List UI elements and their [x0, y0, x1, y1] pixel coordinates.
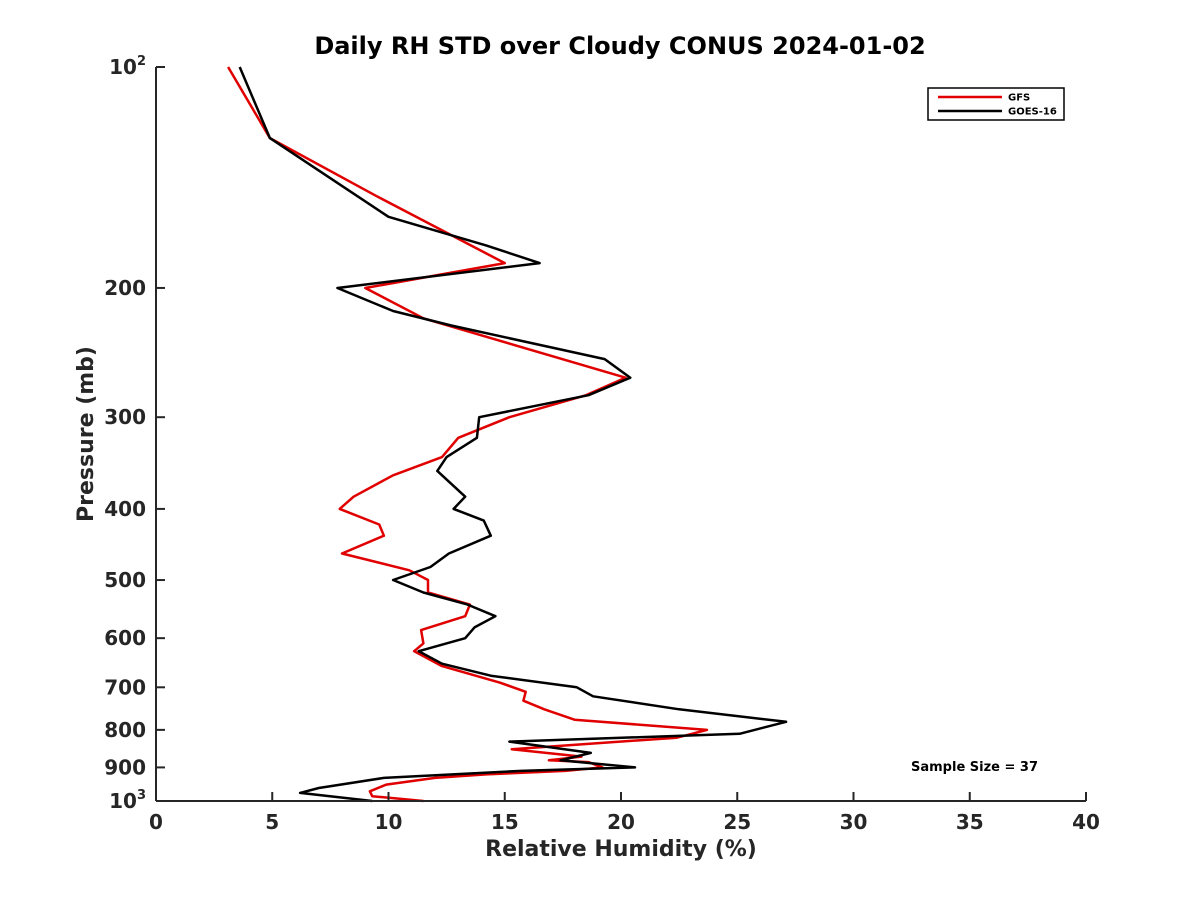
legend: GFS GOES-16 [927, 87, 1065, 121]
x-tick-label: 0 [149, 810, 163, 834]
x-tick-label: 20 [607, 810, 635, 834]
y-tick-label: 700 [104, 675, 146, 699]
sample-size-annotation: Sample Size = 37 [911, 760, 1038, 775]
legend-label-gfs: GFS [1008, 93, 1030, 104]
legend-label-goes16: GOES-16 [1008, 107, 1057, 118]
x-tick-label: 15 [491, 810, 519, 834]
y-tick-label: 500 [104, 568, 146, 592]
series-line-goes16 [238, 66, 788, 803]
y-tick-label: 103 [109, 788, 146, 813]
y-tick-label: 300 [104, 405, 146, 429]
x-axis-ticks: 0 5 10 15 20 25 30 35 40 [149, 792, 1100, 834]
x-axis-label: Relative Humidity (%) [485, 837, 757, 862]
x-tick-label: 5 [265, 810, 279, 834]
y-tick-label: 900 [104, 755, 146, 779]
x-tick-label: 30 [840, 810, 868, 834]
y-tick-label: 800 [104, 718, 146, 742]
y-tick-label: 102 [109, 54, 146, 79]
chart-title: Daily RH STD over Cloudy CONUS 2024-01-0… [314, 32, 925, 60]
legend-box [927, 87, 1065, 121]
series-line-gfs [227, 66, 709, 803]
x-tick-label: 35 [956, 810, 984, 834]
plot-series-group [227, 66, 788, 803]
y-axis-ticks: 102 200 300 400 500 600 700 800 900 103 [104, 54, 165, 813]
x-tick-label: 10 [375, 810, 403, 834]
x-tick-label: 40 [1072, 810, 1100, 834]
x-tick-label: 25 [723, 810, 751, 834]
y-tick-label: 200 [104, 276, 146, 300]
y-tick-label: 600 [104, 626, 146, 650]
y-axis-label: Pressure (mb) [74, 346, 99, 522]
y-tick-label: 400 [104, 497, 146, 521]
